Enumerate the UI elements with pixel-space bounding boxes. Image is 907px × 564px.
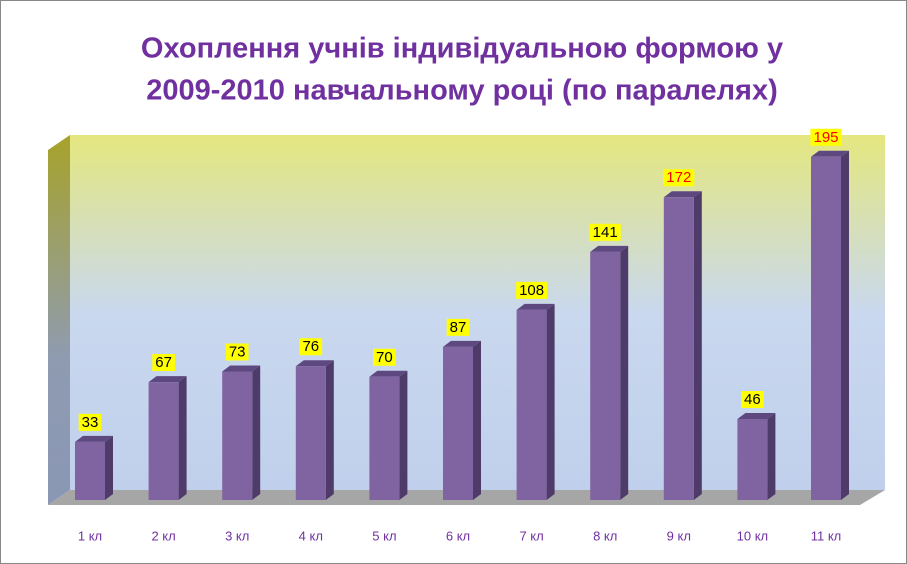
x-tick-label: 2 кл xyxy=(151,528,175,543)
bar-face xyxy=(222,365,261,372)
bar-face xyxy=(516,309,547,500)
bar-face xyxy=(148,376,187,383)
bar-face xyxy=(105,435,113,500)
bar-face xyxy=(369,376,400,500)
data-label: 87 xyxy=(450,319,467,336)
bar-face xyxy=(443,346,473,500)
bar-face xyxy=(590,245,629,252)
data-label: 76 xyxy=(302,338,319,355)
data-label: 33 xyxy=(82,414,99,431)
bar xyxy=(295,360,334,500)
bar-face xyxy=(841,150,849,501)
x-tick-label: 6 кл xyxy=(446,528,470,543)
data-label-bg xyxy=(589,223,621,241)
bar-face xyxy=(663,191,702,198)
data-label-bg xyxy=(225,343,249,361)
bar-face xyxy=(516,303,555,310)
bar-face xyxy=(295,360,334,367)
bar xyxy=(148,376,187,500)
chart-title: 2009-2010 навчальному році (по паралелях… xyxy=(146,75,778,107)
data-label-bg xyxy=(299,338,323,356)
data-label-bg xyxy=(810,128,842,146)
bar-face xyxy=(252,365,261,500)
bar-face xyxy=(473,340,481,500)
bar-face xyxy=(295,366,326,500)
data-label: 141 xyxy=(593,224,618,241)
bar xyxy=(443,340,481,500)
bar-face xyxy=(178,376,187,500)
data-label: 46 xyxy=(744,391,761,408)
bar xyxy=(369,370,408,500)
bar-face xyxy=(325,360,334,500)
x-tick-label: 3 кл xyxy=(225,528,249,543)
data-label: 73 xyxy=(229,343,246,360)
x-tick-label: 8 кл xyxy=(593,528,617,543)
bar-face xyxy=(148,382,179,500)
x-tick-label: 11 кл xyxy=(811,528,842,543)
x-tick-label: 1 кл xyxy=(78,528,102,543)
bar xyxy=(737,413,776,500)
data-label-bg xyxy=(78,413,102,431)
bar-face xyxy=(737,413,776,420)
bar-face xyxy=(75,435,113,442)
bar xyxy=(516,303,555,500)
x-tick-label: 4 кл xyxy=(299,528,323,543)
bar-face xyxy=(767,413,776,500)
data-label: 172 xyxy=(666,169,691,186)
data-label-bg xyxy=(741,391,764,409)
x-tick-label: 10 кл xyxy=(737,528,769,543)
data-label-bg xyxy=(152,354,175,372)
bar-face xyxy=(546,303,555,500)
data-label-bg xyxy=(516,281,548,299)
side-wall xyxy=(48,135,70,505)
bar-face xyxy=(590,251,621,500)
data-label-bg xyxy=(446,318,470,336)
bar xyxy=(811,150,849,501)
bar-face xyxy=(620,245,629,500)
data-label: 108 xyxy=(519,282,544,299)
bar-face xyxy=(737,419,768,500)
bar-face xyxy=(369,370,408,377)
bar xyxy=(222,365,261,500)
bar xyxy=(590,245,629,500)
bar-face xyxy=(663,197,694,500)
bar xyxy=(663,191,702,500)
data-label-bg xyxy=(663,169,695,187)
x-tick-label: 9 кл xyxy=(667,528,691,543)
bar-face xyxy=(811,156,841,501)
chart-title: Охоплення учнів індивідуальною формою у xyxy=(141,33,783,65)
bar-face xyxy=(811,150,849,157)
data-label-bg xyxy=(373,348,396,366)
x-tick-label: 7 кл xyxy=(519,528,543,543)
bar-face xyxy=(693,191,702,500)
bar-face xyxy=(443,340,481,347)
bar-face xyxy=(399,370,408,500)
bar-face xyxy=(75,441,105,500)
data-label: 195 xyxy=(813,129,838,146)
x-tick-label: 5 кл xyxy=(372,528,396,543)
bar xyxy=(75,435,113,500)
data-label: 70 xyxy=(376,349,393,366)
bar-face xyxy=(222,371,253,500)
data-label: 67 xyxy=(155,354,172,371)
